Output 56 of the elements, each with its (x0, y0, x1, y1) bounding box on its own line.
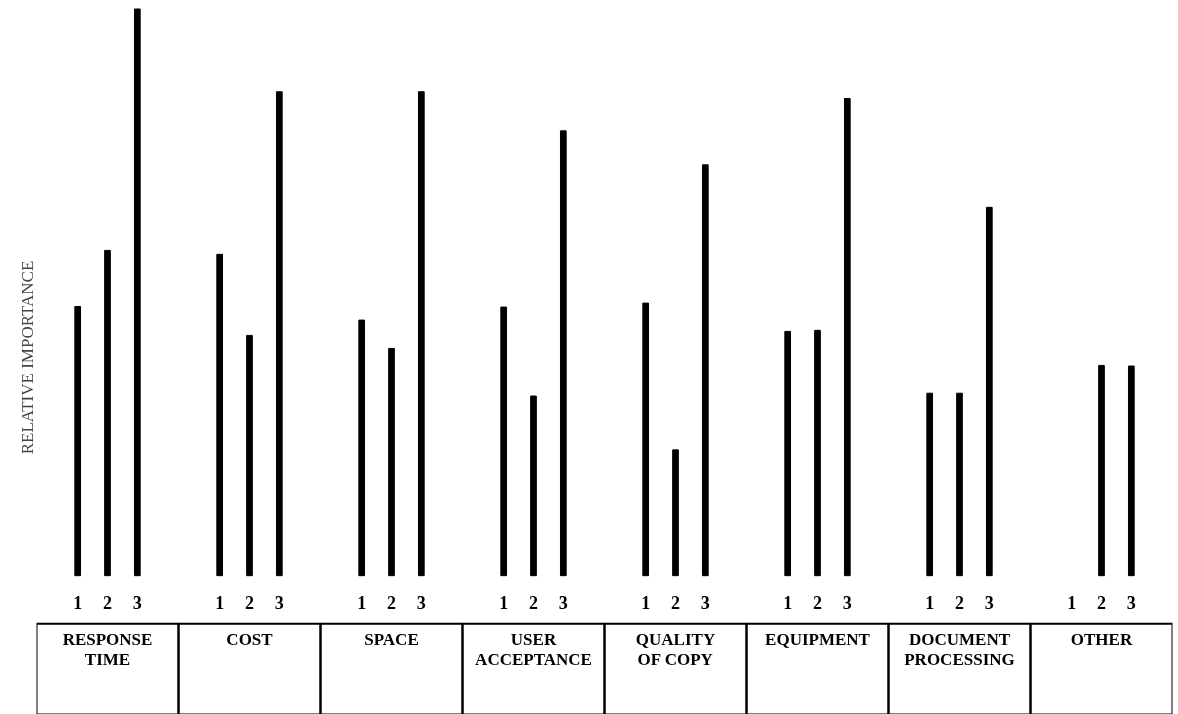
text: 1 (641, 592, 651, 613)
series-label: 3 (1126, 592, 1136, 613)
text: 2 (671, 592, 680, 613)
bar (133, 8, 141, 577)
bar (500, 306, 508, 577)
bar (672, 449, 679, 577)
text: 1 (783, 592, 793, 613)
text: 2 (813, 592, 822, 613)
text: 3 (416, 592, 426, 613)
bar (926, 392, 934, 577)
x-tick-label: SPACE (364, 629, 419, 649)
text: 1 (73, 592, 83, 613)
text: 2 (1097, 592, 1106, 613)
bar (559, 130, 567, 577)
bar (985, 206, 993, 577)
text: 3 (558, 592, 568, 613)
text: 2 (955, 592, 964, 613)
bar (784, 330, 792, 577)
bar (956, 392, 963, 577)
bar (814, 329, 821, 577)
bar (843, 98, 851, 577)
bar (358, 319, 366, 577)
bar (216, 253, 224, 577)
bar (701, 164, 709, 577)
text: 1 (215, 592, 225, 613)
bar (417, 91, 425, 577)
x-tick-label: EQUIPMENT (765, 629, 871, 649)
bar (1098, 364, 1105, 577)
x-tick-label: OTHER (1070, 629, 1133, 649)
bar (1127, 365, 1135, 577)
text: 3 (700, 592, 710, 613)
text: 3 (984, 592, 994, 613)
bar (530, 395, 537, 577)
series-label: 1 (357, 592, 367, 613)
x-tick-label: RESPONSE TIME (62, 629, 153, 670)
text: 1 (925, 592, 935, 613)
text: 1 (499, 592, 509, 613)
x-tick-label: DOCUMENT PROCESSING (904, 629, 1015, 670)
text: 3 (274, 592, 284, 613)
y-axis-title: RELATIVE IMPORTANCE (17, 260, 37, 455)
bar (104, 249, 111, 577)
text: 2 (103, 592, 112, 613)
x-tick-label: COST (226, 629, 274, 649)
bar (388, 347, 395, 577)
text: 3 (132, 592, 142, 613)
bar (275, 91, 283, 577)
bar (642, 302, 650, 577)
bar (246, 334, 253, 577)
text: 3 (842, 592, 852, 613)
text: 1 (1067, 592, 1077, 613)
bar (74, 306, 82, 577)
text: 2 (245, 592, 254, 613)
x-tick-label: USER ACCEPTANCE (475, 629, 592, 670)
x-tick-label: QUALITY OF COPY (635, 629, 716, 670)
series-label: 2 (529, 592, 538, 613)
text: 2 (387, 592, 396, 613)
